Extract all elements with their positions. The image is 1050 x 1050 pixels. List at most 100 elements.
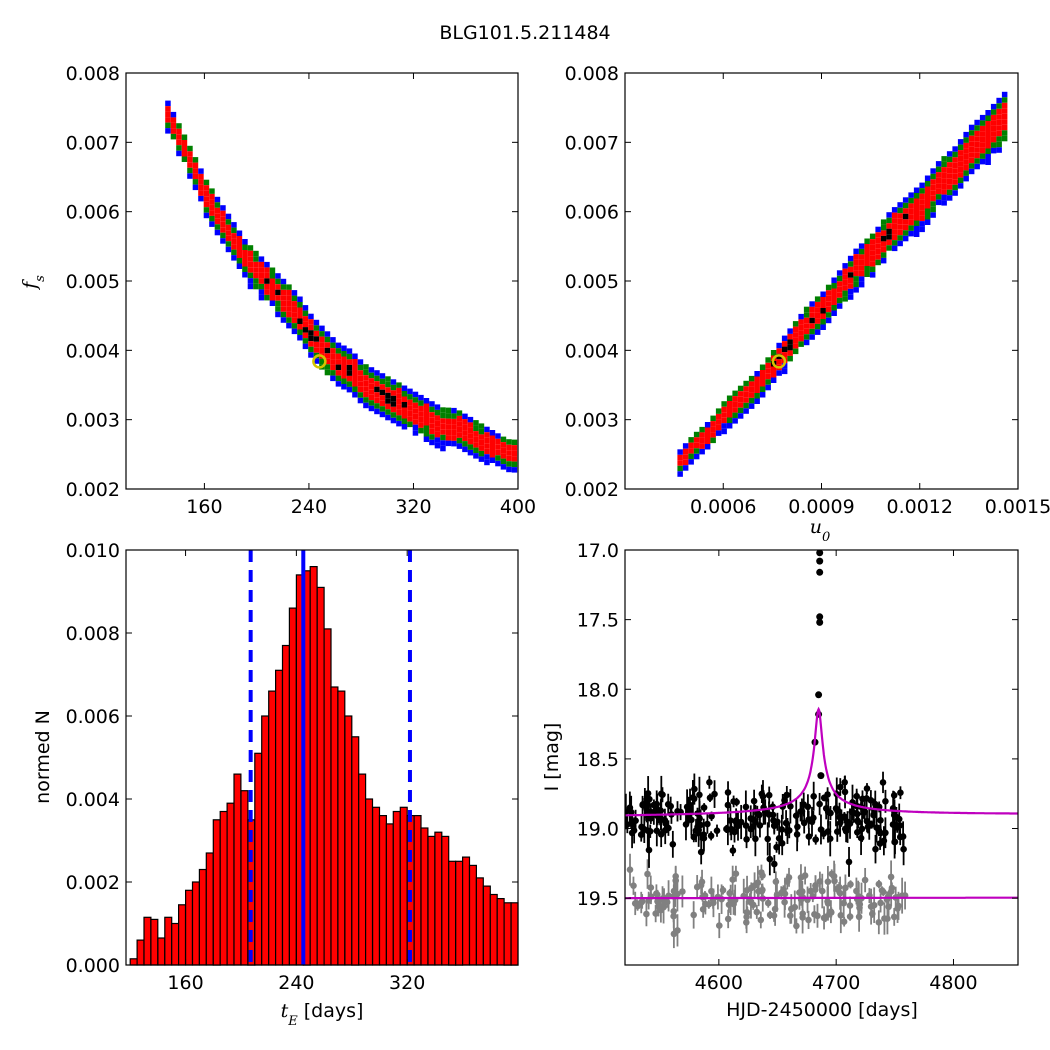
histogram-bar — [482, 885, 491, 966]
fs-u0-confidence-map — [677, 91, 1008, 477]
V-band-point — [831, 877, 838, 885]
I-band-point — [669, 841, 677, 848]
fs-u0-cell — [776, 348, 782, 354]
fs-tE-cell — [390, 390, 397, 396]
fs-tE-cell — [181, 156, 188, 162]
fs-tE-cell — [341, 373, 347, 379]
fs-u0-cell — [957, 166, 964, 173]
fs-u0-cell — [864, 249, 870, 255]
fs-u0-cell — [803, 306, 810, 313]
fs-tE-cell — [445, 418, 452, 425]
fs-u0-cell — [864, 255, 870, 261]
fs-u0-cell — [677, 460, 683, 466]
fs-tE-cell — [214, 213, 221, 219]
fs-tE-cell — [341, 384, 347, 390]
fs-u0-cell — [968, 163, 975, 169]
fs-tE-cell — [495, 433, 501, 439]
I-band-point — [750, 797, 758, 805]
peak-point — [816, 568, 824, 576]
fs-tE-cell — [423, 398, 430, 404]
fs-tE-cell — [368, 378, 375, 384]
histogram-bar — [178, 904, 187, 966]
V-band-point — [670, 908, 677, 915]
fs-u0-cell — [809, 306, 815, 313]
fs-tE-cell — [165, 117, 171, 123]
fs-u0-cell — [682, 459, 689, 466]
fs-tE-cell — [313, 358, 320, 364]
fs-tE-cell — [440, 434, 446, 441]
histogram-bar — [268, 690, 277, 966]
fs-u0-cell — [990, 120, 997, 126]
panel-fs-tE: 160 240 320 400 0.002 0.003 0.004 0.005 0.006 0.0… — [19, 63, 536, 518]
fs-tE-cell — [209, 221, 215, 227]
fs-tE-cell — [401, 418, 408, 424]
fs-tE-cell — [484, 426, 490, 433]
V-band-point — [674, 927, 681, 934]
fs-tE-cell — [203, 185, 210, 191]
fs-tE-cell — [187, 145, 193, 152]
V-band-point — [835, 883, 843, 891]
fs-tE-cell — [269, 295, 276, 301]
fs-u0-cell — [864, 271, 870, 277]
I-band-point — [696, 791, 703, 799]
fs-tE-cell — [423, 409, 430, 415]
fs-u0-cell — [913, 215, 920, 221]
fs-tE-cell — [456, 421, 463, 427]
fs-tE-cell — [434, 437, 441, 443]
fs-tE-cell — [319, 336, 325, 343]
fs-tE-cell — [390, 401, 397, 407]
fs-tE-cell — [302, 327, 309, 333]
fs-tE-cell — [198, 173, 204, 180]
I-band-point — [822, 805, 830, 812]
I-band-point — [657, 831, 665, 838]
fs-tE-cell — [165, 128, 171, 134]
histogram-bar — [462, 856, 471, 966]
fs-tE-cell — [225, 213, 232, 220]
fs-tE-cell — [451, 440, 457, 447]
V-band-point — [855, 913, 863, 921]
fs-tE-cell — [385, 409, 391, 415]
fs-tE-cell — [467, 416, 474, 423]
fs-tE-cell — [291, 328, 298, 335]
fs-tE-cell — [478, 434, 485, 440]
I-band-point — [880, 837, 888, 845]
fs-tE-cell — [209, 188, 215, 194]
fs-tE-cell — [330, 364, 336, 371]
fs-tE-cell — [302, 338, 309, 344]
fs-tE-cell — [231, 227, 237, 234]
fs-u0-cell — [974, 130, 980, 137]
V-band-point — [663, 898, 671, 906]
histogram-bar — [337, 690, 346, 966]
fs-u0-cell — [869, 261, 876, 267]
histogram-bar — [323, 628, 332, 966]
fs-u0-cell — [952, 190, 958, 196]
fs-u0-cell — [754, 376, 760, 382]
fs-u0-cell — [781, 341, 788, 347]
fs-tE-cell — [176, 139, 182, 146]
light-curve-model — [625, 706, 1018, 900]
fs-tE-cell — [467, 427, 474, 434]
I-band-point — [729, 847, 737, 854]
fs-u0-cell — [985, 126, 991, 132]
fs-u0-cell — [831, 305, 837, 311]
fs-tE-cell — [429, 434, 435, 440]
fs-tE-cell — [330, 342, 336, 349]
fs-u0-cell — [798, 313, 804, 320]
V-band-point — [778, 889, 785, 897]
fs-tE-cell — [225, 241, 232, 247]
fs-tE-cell — [220, 238, 226, 244]
fs-u0-ytick-label: 0.005 — [565, 271, 619, 293]
V-band-point — [796, 889, 803, 896]
histogram-bar — [129, 958, 138, 966]
fs-u0-cell — [858, 276, 865, 282]
fs-tE-cell — [308, 341, 314, 347]
fs-u0-cell — [952, 162, 958, 169]
fs-u0-cell — [721, 428, 727, 435]
fs-u0-cell — [941, 172, 947, 179]
fs-tE-cell — [269, 289, 276, 295]
fs-tE-cell — [280, 306, 287, 312]
fs-u0-cell — [968, 168, 975, 175]
fs-u0-best-fit-marker — [771, 354, 787, 369]
fs-tE-cell — [225, 235, 232, 242]
fs-tE-cell — [418, 411, 424, 417]
